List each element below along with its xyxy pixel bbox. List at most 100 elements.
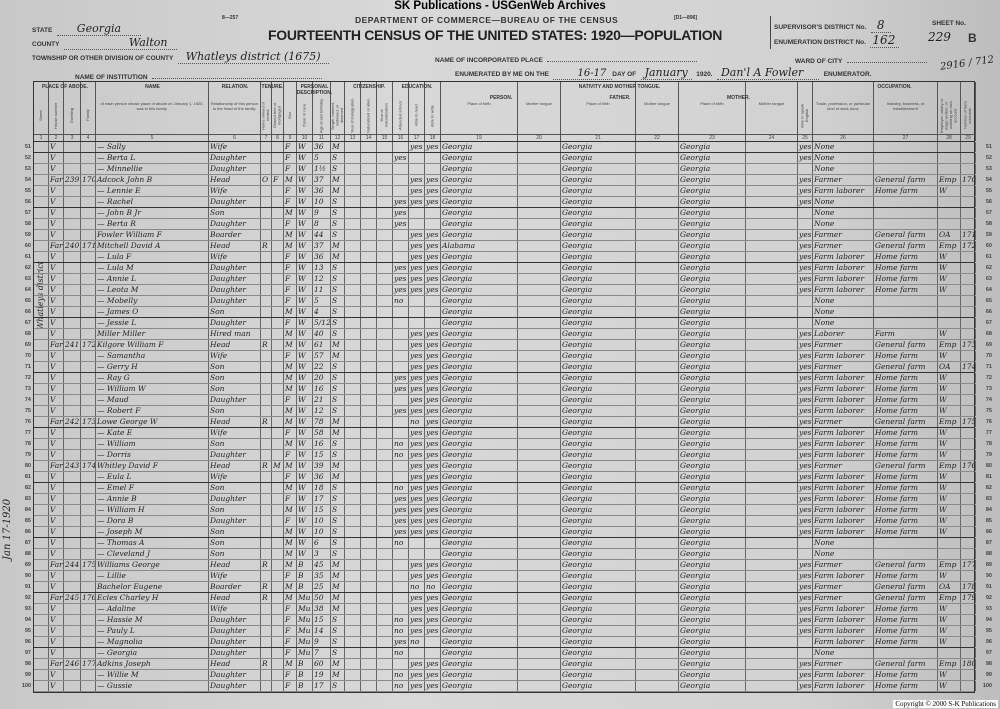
cell-sch: yes (393, 263, 409, 273)
cell-eng (798, 648, 813, 658)
cell-ind (874, 648, 938, 658)
cell-empty (636, 428, 679, 438)
cell-sch: yes (393, 637, 409, 647)
cell-empty (518, 648, 561, 658)
cell-empty (746, 538, 798, 548)
cell-mort (272, 285, 284, 295)
line-number-left: 95 (24, 628, 31, 634)
cell-cls: W (938, 670, 961, 680)
cell-farm (961, 494, 976, 504)
cell-read (409, 318, 425, 328)
cell-empty (361, 296, 377, 306)
cell-race: Mu (297, 648, 313, 658)
cell-empty (377, 230, 393, 240)
cell-empty (361, 362, 377, 372)
cell-own (261, 648, 272, 658)
cell-mar: S (331, 615, 345, 625)
cell-empty (361, 219, 377, 229)
cell-rel: Son (209, 549, 261, 559)
cell-rel: Son (209, 483, 261, 493)
cell-mort (272, 483, 284, 493)
cell-sch (393, 164, 409, 174)
cell-mort (272, 560, 284, 570)
cell-age: 44 (313, 230, 331, 240)
cell-mbp: Georgia (679, 219, 746, 229)
cell-rel: Head (209, 175, 261, 185)
county-label: COUNTY (32, 41, 60, 48)
cell-write: yes (425, 197, 441, 207)
cell-mark: V (49, 351, 64, 361)
cell-bp: Georgia (441, 307, 518, 317)
cell-fbp: Georgia (561, 263, 636, 273)
cell-bp: Georgia (441, 670, 518, 680)
cell-dw (64, 549, 81, 559)
cell-empty (746, 318, 798, 328)
cell-empty (746, 439, 798, 449)
cell-own: R (261, 461, 272, 471)
cell-race: W (297, 483, 313, 493)
cell-fbp: Georgia (561, 593, 636, 603)
cell-occ: Farm laborer (813, 395, 874, 405)
cell-rel: Daughter (209, 164, 261, 174)
cell-mar: S (331, 208, 345, 218)
line-number-left: 100 (21, 683, 31, 689)
cell-age: 40 (313, 329, 331, 339)
cell-empty (746, 648, 798, 658)
cell-empty (34, 230, 49, 240)
cell-rel: Son (209, 384, 261, 394)
cell-occ: Farm laborer (813, 637, 874, 647)
cell-empty (518, 197, 561, 207)
line-number-right: 71 (985, 364, 992, 370)
cell-empty (34, 681, 49, 691)
column-number: 11 (313, 134, 330, 141)
cell-age: 14 (313, 626, 331, 636)
cell-sex: F (284, 153, 297, 163)
cell-race: W (297, 505, 313, 515)
cell-ind (874, 142, 938, 152)
cell-read: yes (409, 450, 425, 460)
cell-sex: M (284, 340, 297, 350)
cell-sex: F (284, 164, 297, 174)
ed-label: ENUMERATION DISTRICT No. (774, 39, 866, 46)
cell-cls: W (938, 494, 961, 504)
cell-own (261, 296, 272, 306)
cell-cls: W (938, 252, 961, 262)
cell-occ: None (813, 318, 874, 328)
cell-dw: 240 (65, 241, 81, 251)
table-row: V — Minnellie Daughter F W 1½ S Georgia Georgia G… (34, 164, 976, 175)
cell-mort (272, 384, 284, 394)
cell-dw (64, 164, 81, 174)
cell-empty (377, 384, 393, 394)
cell-empty (377, 142, 393, 152)
cell-empty (345, 516, 361, 526)
cell-race: B (297, 560, 313, 570)
cell-mar: S (331, 329, 345, 339)
cell-rel: Daughter (209, 626, 261, 636)
day-value: 16-17 (553, 68, 613, 80)
cell-empty (34, 285, 49, 295)
cell-fbp: Georgia (561, 373, 636, 383)
column-header-text: Street (37, 110, 43, 121)
cell-fam (81, 164, 96, 174)
cell-mbp: Georgia (679, 560, 746, 570)
cell-fbp: Georgia (561, 395, 636, 405)
column-header: Street 1 (34, 82, 49, 141)
cell-age: 17 (313, 681, 331, 691)
cell-sch: no (393, 296, 409, 306)
cell-age: 9 (313, 208, 331, 218)
cell-empty (345, 637, 361, 647)
cell-ind: Home farm (874, 681, 938, 691)
cell-sex: M (284, 208, 297, 218)
cell-name: — Maud (96, 395, 209, 405)
cell-sex: M (284, 384, 297, 394)
cell-mort (272, 450, 284, 460)
cell-ind (874, 153, 938, 163)
cell-occ: Farm laborer (813, 516, 874, 526)
cell-dw (64, 208, 81, 218)
cell-cls: Emp (938, 461, 961, 471)
column-header-row: Street 1 House number 2 Dwelling 3 Family 4 of e… (34, 82, 976, 142)
cell-mort (272, 626, 284, 636)
enumerated-label: ENUMERATED BY ME ON THE (455, 71, 550, 78)
